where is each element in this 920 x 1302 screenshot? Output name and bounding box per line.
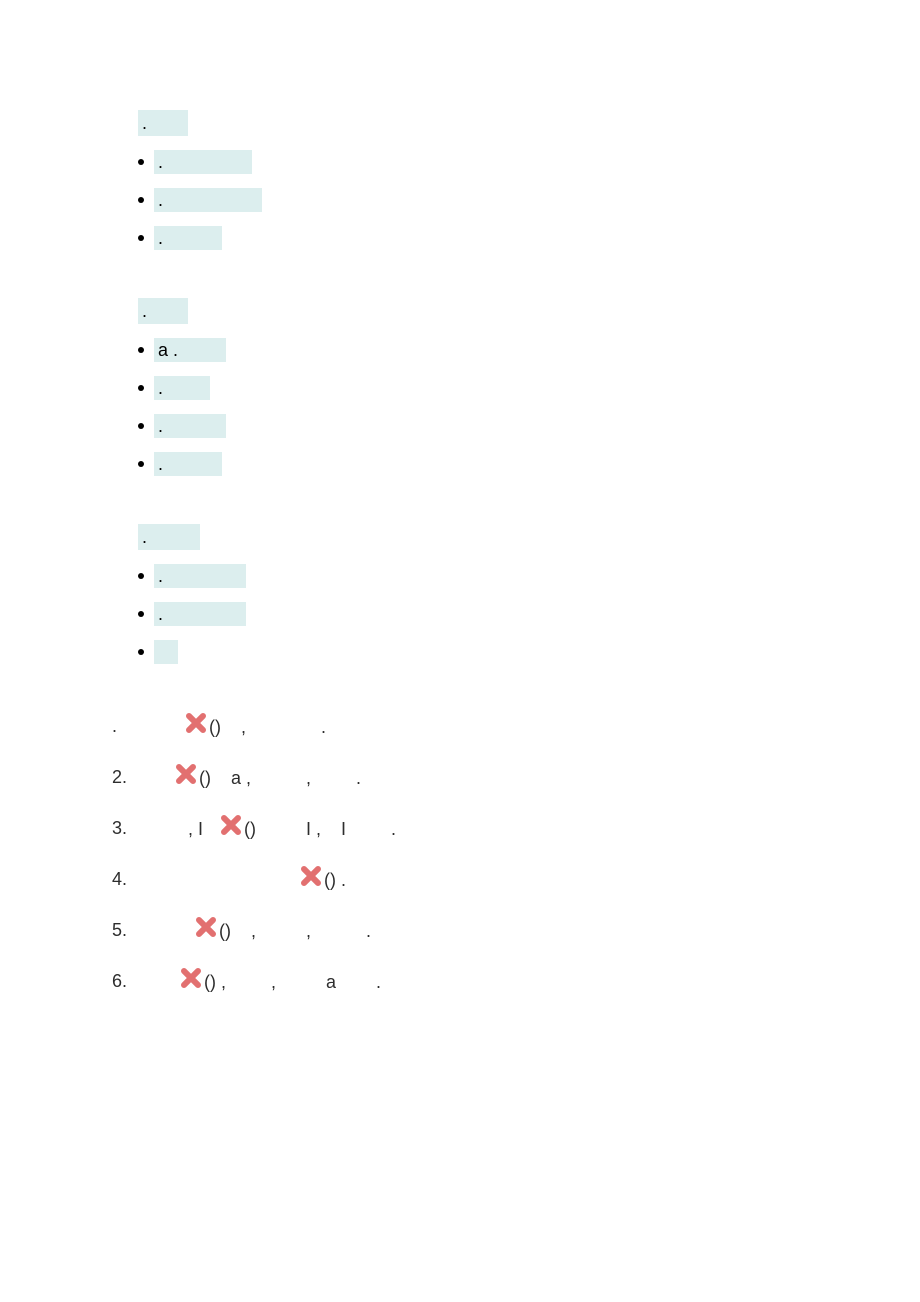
group-3-item-2-text: . — [154, 602, 246, 626]
group-2-heading: . — [138, 298, 188, 324]
numbered-item-3: 3. , I () I , I . — [112, 814, 920, 841]
group-3-item-1: . — [138, 564, 920, 588]
x-mark-icon — [175, 763, 197, 785]
group-2-item-1: a . — [138, 338, 920, 362]
group-2-item-2: . — [138, 376, 920, 400]
group-3-item-2: . — [138, 602, 920, 626]
page: . . . . . a . . — [0, 0, 920, 1302]
text-segment: () , , . — [219, 921, 371, 941]
x-mark-icon — [185, 712, 207, 734]
x-mark-icon — [180, 967, 202, 989]
numbered-item-6-content: () , , a . — [148, 967, 381, 994]
group-1-item-2-text: . — [154, 188, 262, 212]
group-2-item-2-text: . — [154, 376, 210, 400]
text-segment — [148, 972, 178, 992]
group-2-item-4: . — [138, 452, 920, 476]
bullet-icon — [138, 649, 144, 655]
bullet-icon — [138, 461, 144, 467]
numbered-item-2-number: 2. — [112, 765, 148, 789]
text-segment — [148, 921, 193, 941]
group-1-item-1: . — [138, 150, 920, 174]
text-segment: () , , a . — [204, 972, 381, 992]
bullet-icon — [138, 385, 144, 391]
bullet-icon — [138, 611, 144, 617]
x-mark-icon — [195, 916, 217, 938]
group-1-item-3-text: . — [154, 226, 222, 250]
numbered-list: . () , . 2. () a , , . 3. , I () I , I .… — [112, 712, 920, 994]
group-2-item-3: . — [138, 414, 920, 438]
group-3: . . . — [138, 524, 920, 664]
group-2: . a . . . . — [138, 298, 920, 476]
group-1-item-1-text: . — [154, 150, 252, 174]
group-2-item-4-text: . — [154, 452, 222, 476]
text-segment: () I , I . — [244, 819, 396, 839]
numbered-item-2-content: () a , , . — [148, 763, 361, 790]
group-1-item-2: . — [138, 188, 920, 212]
group-2-item-1-text: a . — [154, 338, 226, 362]
bullet-icon — [138, 235, 144, 241]
text-segment: () . — [324, 870, 346, 890]
numbered-item-1-number: . — [112, 714, 148, 738]
text-segment: () , . — [209, 717, 326, 737]
numbered-item-5: 5. () , , . — [112, 916, 920, 943]
x-mark-icon — [220, 814, 242, 836]
group-3-item-3 — [138, 640, 920, 664]
numbered-item-3-content: , I () I , I . — [148, 814, 396, 841]
numbered-item-3-number: 3. — [112, 816, 148, 840]
numbered-item-1-content: () , . — [148, 712, 326, 739]
group-1-heading: . — [138, 110, 188, 136]
text-segment — [148, 768, 173, 788]
numbered-item-4-content: () . — [148, 865, 346, 892]
group-3-item-3-text — [154, 640, 178, 664]
bullet-icon — [138, 423, 144, 429]
group-2-item-3-text: . — [154, 414, 226, 438]
numbered-item-1: . () , . — [112, 712, 920, 739]
numbered-item-5-number: 5. — [112, 918, 148, 942]
numbered-item-2: 2. () a , , . — [112, 763, 920, 790]
numbered-item-6: 6. () , , a . — [112, 967, 920, 994]
bullet-icon — [138, 159, 144, 165]
text-segment: () a , , . — [199, 768, 361, 788]
bullet-icon — [138, 347, 144, 353]
numbered-item-4-number: 4. — [112, 867, 148, 891]
text-segment: , I — [148, 819, 218, 839]
numbered-item-4: 4. () . — [112, 865, 920, 892]
x-mark-icon — [300, 865, 322, 887]
bullet-icon — [138, 573, 144, 579]
text-segment — [148, 717, 183, 737]
numbered-item-6-number: 6. — [112, 969, 148, 993]
group-1-item-3: . — [138, 226, 920, 250]
group-1: . . . . — [138, 110, 920, 250]
text-segment — [148, 870, 298, 890]
numbered-item-5-content: () , , . — [148, 916, 371, 943]
group-3-item-1-text: . — [154, 564, 246, 588]
bullet-icon — [138, 197, 144, 203]
group-3-heading: . — [138, 524, 200, 550]
